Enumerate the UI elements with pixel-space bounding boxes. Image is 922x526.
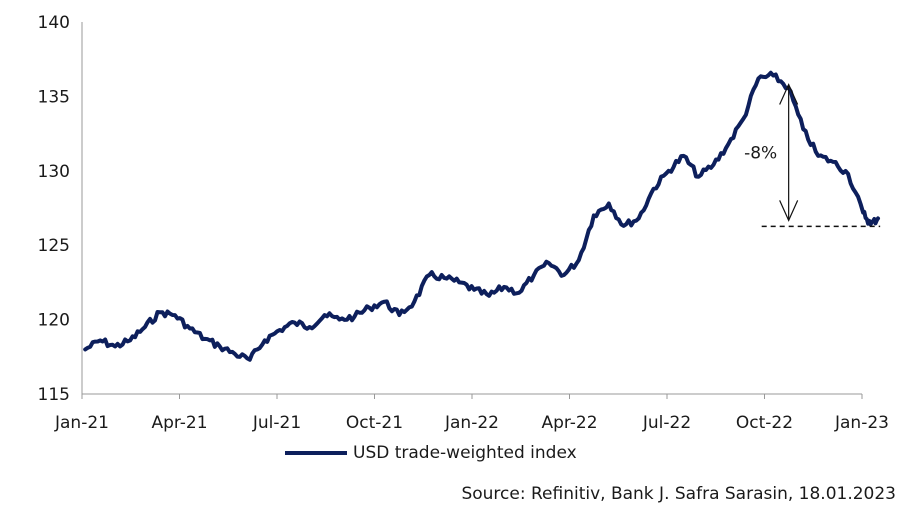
x-tick-label: Oct-22 [736, 413, 793, 433]
legend: USD trade-weighted index [285, 443, 577, 463]
x-tick-label: Apr-21 [151, 413, 207, 433]
legend-swatch [285, 451, 347, 455]
x-tick-label: Jul-21 [252, 413, 301, 433]
y-tick-label: 120 [38, 311, 70, 331]
annotation-arrowhead-top [779, 83, 799, 105]
annotation-label-background [740, 140, 781, 163]
y-tick-label: 130 [38, 162, 70, 182]
y-tick-label: 115 [38, 385, 70, 405]
y-tick-label: 135 [38, 87, 70, 107]
y-tick-label: 140 [38, 13, 70, 33]
x-tick-label: Apr-22 [541, 413, 597, 433]
x-tick-label: Oct-21 [346, 413, 403, 433]
annotation-label: -8% [744, 143, 777, 163]
source-note: Source: Refinitiv, Bank J. Safra Sarasin… [461, 484, 896, 504]
x-tick-label: Jan-22 [444, 413, 499, 433]
y-tick-label: 125 [38, 236, 70, 256]
x-tick-label: Jan-21 [54, 413, 109, 433]
x-tick-label: Jul-22 [642, 413, 691, 433]
annotation-arrowhead-bottom [779, 200, 799, 222]
legend-label: USD trade-weighted index [353, 443, 577, 463]
series-line-usd-index [83, 70, 880, 362]
x-tick-label: Jan-23 [834, 413, 889, 433]
